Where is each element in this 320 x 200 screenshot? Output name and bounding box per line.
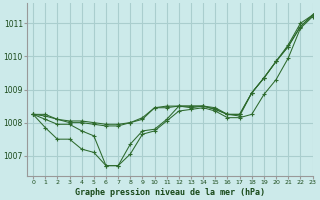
- X-axis label: Graphe pression niveau de la mer (hPa): Graphe pression niveau de la mer (hPa): [75, 188, 265, 197]
